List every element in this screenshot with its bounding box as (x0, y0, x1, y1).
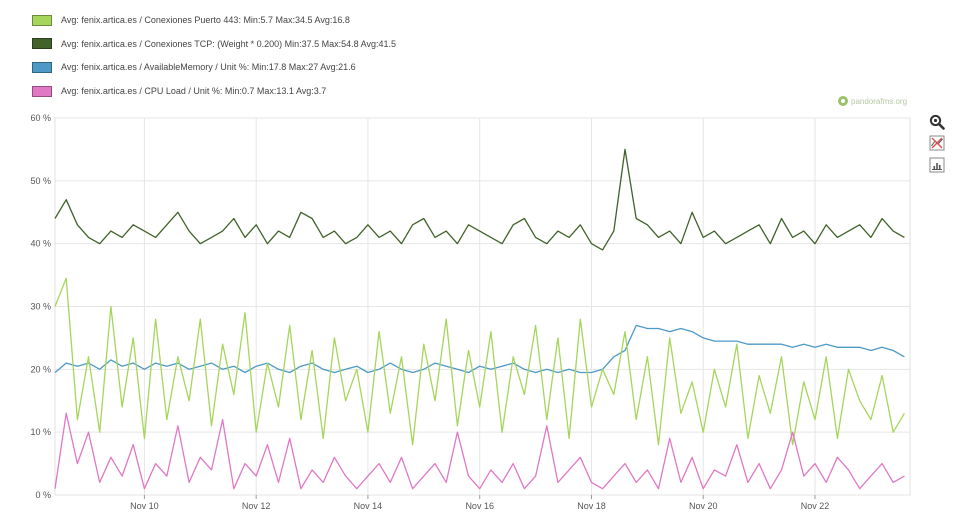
x-tick-label: Nov 16 (465, 501, 494, 511)
chart-view-icon[interactable] (928, 156, 946, 174)
x-tick-label: Nov 22 (801, 501, 830, 511)
legend-item-puerto-443[interactable]: Avg: fenix.artica.es / Conexiones Puerto… (32, 14, 632, 26)
legend-label: Avg: fenix.artica.es / AvailableMemory /… (61, 62, 356, 73)
x-tick-label: Nov 10 (130, 501, 159, 511)
series-line-1 (54, 324, 905, 374)
chart-series (54, 148, 905, 490)
x-tick-label: Nov 20 (689, 501, 718, 511)
legend-label: Avg: fenix.artica.es / Conexiones TCP: (… (61, 38, 397, 49)
chart-legend: Avg: fenix.artica.es / Conexiones Puerto… (32, 14, 632, 109)
legend-swatch (32, 38, 52, 50)
x-tick-label: Nov 12 (242, 501, 271, 511)
series-line-3 (54, 412, 905, 490)
legend-item-cpu-load[interactable]: Avg: fenix.artica.es / CPU Load / Unit %… (32, 85, 632, 97)
legend-swatch (32, 85, 52, 97)
series-line-2 (54, 277, 905, 446)
legend-label: Avg: fenix.artica.es / CPU Load / Unit %… (61, 86, 327, 97)
legend-item-conexiones-tcp[interactable]: Avg: fenix.artica.es / Conexiones TCP: (… (32, 38, 632, 50)
zoom-reset-icon[interactable] (928, 134, 946, 152)
chart-axes: 0 % 10 % 20 % 30 % 40 % 50 % 60 % Nov 10 Nov 12 N… (30, 113, 829, 511)
brand-watermark: pandorafms.org (838, 96, 907, 106)
y-tick-label: 30 % (30, 302, 51, 312)
y-tick-label: 10 % (30, 427, 51, 437)
y-tick-label: 40 % (30, 239, 51, 249)
legend-swatch (32, 14, 52, 26)
series-line-0 (54, 148, 905, 251)
zoom-icon[interactable] (928, 113, 946, 131)
legend-swatch (32, 61, 52, 73)
chart-grid (54, 117, 911, 496)
x-tick-label: Nov 14 (354, 501, 383, 511)
y-tick-label: 0 % (35, 490, 51, 500)
x-tick-label: Nov 18 (577, 501, 606, 511)
legend-item-available-memory[interactable]: Avg: fenix.artica.es / AvailableMemory /… (32, 61, 632, 73)
brand-text: pandorafms.org (851, 96, 908, 106)
legend-label: Avg: fenix.artica.es / Conexiones Puerto… (61, 15, 350, 25)
pandora-logo-icon (838, 96, 848, 106)
y-tick-label: 20 % (30, 364, 51, 374)
y-tick-label: 60 % (30, 113, 51, 123)
y-tick-label: 50 % (30, 176, 51, 186)
